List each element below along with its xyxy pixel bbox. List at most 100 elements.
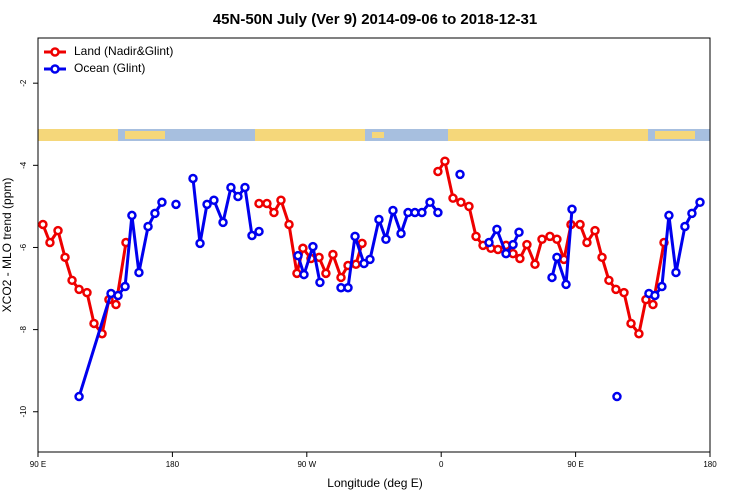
data-point [202,199,212,210]
data-point [561,279,571,290]
data-point [537,234,547,244]
data-point [552,252,562,263]
data-point [359,258,369,269]
data-point [567,204,577,215]
data-point [611,284,621,295]
data-point [547,272,557,283]
data-point [575,219,585,230]
plot-frame [37,37,711,453]
data-point [45,237,55,248]
data-point [695,197,705,208]
data-point [626,318,636,329]
data-point [687,208,697,219]
y-tick-label: -8 [19,326,28,334]
data-point [619,287,629,298]
y-tick-label: -6 [19,243,28,251]
data-point [218,217,228,228]
data-point [417,207,427,218]
data-point [351,259,361,270]
y-tick-label: -10 [19,405,28,417]
data-point [464,201,474,212]
data-point [315,277,325,288]
data-point [321,268,331,279]
data-point [365,254,375,265]
data-point [514,227,524,238]
data-point [226,182,236,193]
x-tick-label: 180 [703,460,717,469]
data-point [195,238,205,249]
data-point [396,228,406,239]
legend-marker [50,64,60,74]
data-point [471,231,481,242]
data-point [82,287,92,298]
data-point [657,281,667,292]
data-point [298,243,308,254]
data-point [492,224,502,235]
land-strip [655,131,695,139]
data-point [254,198,264,209]
data-point [336,272,346,283]
data-point [455,169,465,180]
data-point [515,253,525,264]
data-point [299,269,309,280]
map-strip [38,129,710,141]
data-point [648,299,658,310]
x-tick-label: 180 [166,460,180,469]
data-point [650,290,660,301]
data-point [522,239,532,250]
data-point [188,173,198,184]
x-tick-label: 90 W [297,460,316,469]
x-tick-label: 0 [439,460,444,469]
data-point [612,391,622,402]
data-point [597,252,607,263]
data-point [150,208,160,219]
data-point [67,275,77,286]
data-point [343,282,353,293]
x-tick-label: 90 E [30,460,46,469]
data-point [134,267,144,278]
data-point [501,248,511,259]
land-strip [125,131,165,139]
data-point [53,225,63,236]
data-point [113,290,123,301]
data-point [233,191,243,202]
data-point [74,284,84,295]
data-point [374,214,384,225]
data-point [328,249,338,260]
y-axis-label: XCO2 - MLO trend (ppm) [0,178,14,313]
data-point [127,210,137,221]
data-point [269,207,279,218]
y-tick-label: -2 [19,79,28,87]
land-strip [255,129,365,141]
data-point [530,259,540,270]
data-point [143,221,153,232]
data-point [493,244,503,255]
data-point [254,226,264,237]
data-point [247,230,257,241]
data-point [308,241,318,252]
data-point [425,197,435,208]
data-point [60,252,70,263]
y-tick-label: -4 [19,161,28,169]
legend-label: Land (Nadir&Glint) [74,44,173,58]
data-point [508,239,518,250]
data-point [240,182,250,193]
chart-title: 45N-50N July (Ver 9) 2014-09-06 to 2018-… [213,11,537,28]
data-point [388,205,398,216]
land-strip [448,129,648,141]
data-point [671,267,681,278]
data-point [433,207,443,218]
data-point [440,156,450,166]
data-point [582,237,592,248]
data-point [664,210,674,221]
x-tick-label: 90 E [567,460,583,469]
data-point [276,195,286,205]
data-point [284,219,294,230]
data-point [680,221,690,232]
data-point [89,318,99,329]
data-point [433,166,443,177]
data-point [262,198,272,209]
data-point [604,275,614,286]
